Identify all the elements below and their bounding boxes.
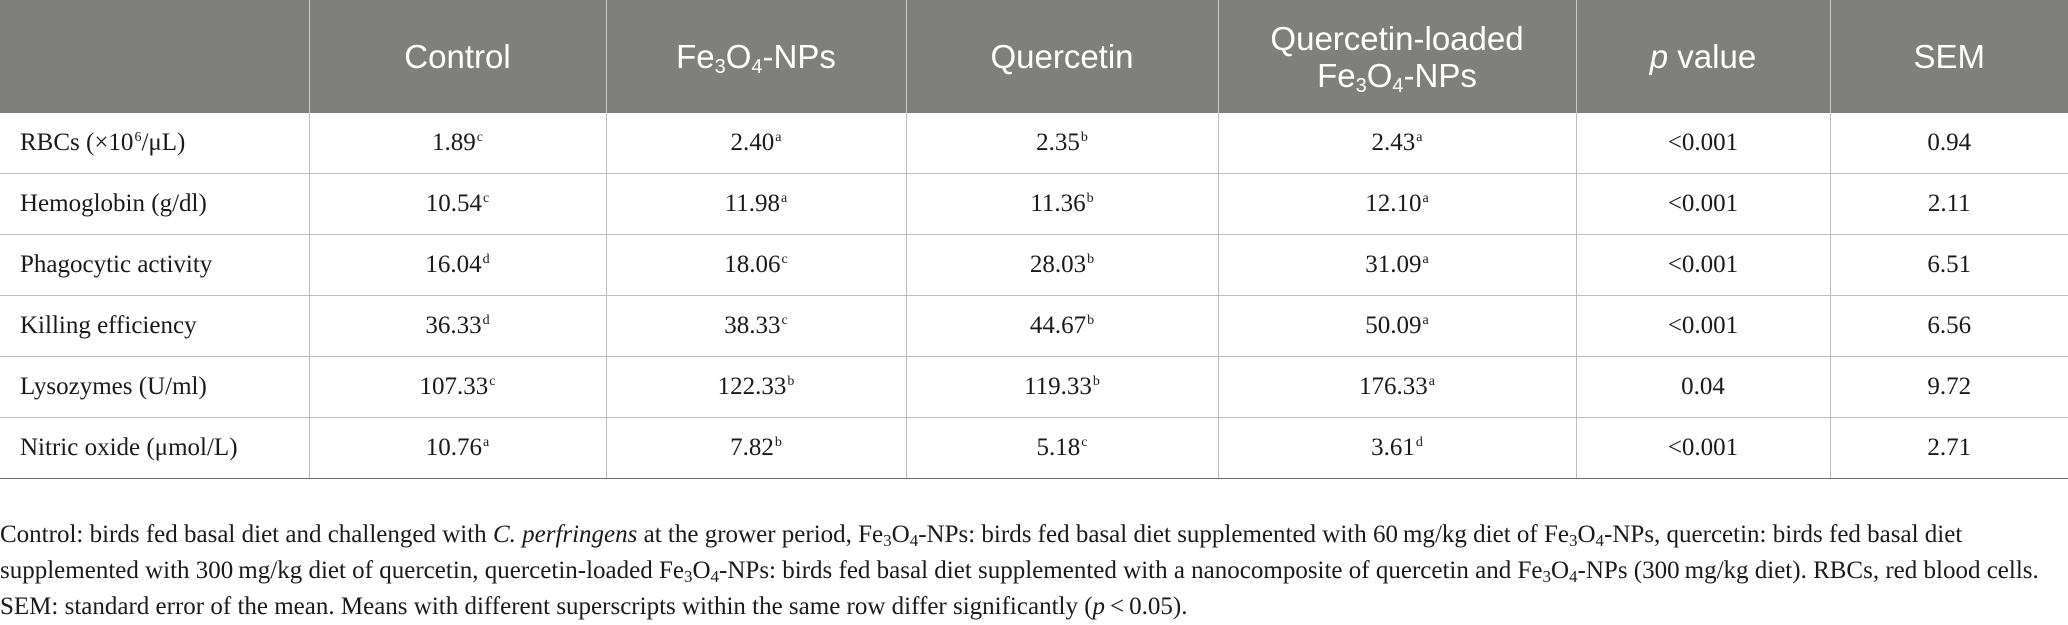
cell-control: 10.54c bbox=[308, 173, 606, 235]
cell-quercetin: 44.67b bbox=[905, 295, 1218, 357]
header-control: Control bbox=[308, 0, 606, 113]
header-quercetin: Quercetin bbox=[905, 0, 1218, 113]
cell-control: 1.89c bbox=[308, 113, 606, 174]
cell-fe3o4-nps: 2.40a bbox=[605, 113, 906, 174]
cell-quercetin-loaded: 2.43a bbox=[1217, 113, 1576, 174]
table-row: Lysozymes (U/ml) 107.33c 122.33b 119.33b… bbox=[0, 356, 2068, 418]
cell-quercetin: 119.33b bbox=[905, 356, 1218, 418]
table-row: RBCs (×106/μL) 1.89c 2.40a 2.35b 2.43a <… bbox=[0, 113, 2068, 174]
row-label: RBCs (×106/μL) bbox=[0, 113, 309, 174]
cell-quercetin-loaded: 50.09a bbox=[1217, 295, 1576, 357]
cell-sem: 6.51 bbox=[1829, 234, 2068, 296]
cell-quercetin-loaded: 31.09a bbox=[1217, 234, 1576, 296]
cell-sem: 0.94 bbox=[1829, 113, 2068, 174]
cell-quercetin: 5.18c bbox=[905, 417, 1218, 479]
cell-fe3o4-nps: 38.33c bbox=[605, 295, 906, 357]
cell-p-value: 0.04 bbox=[1575, 356, 1830, 418]
row-label: Lysozymes (U/ml) bbox=[0, 356, 309, 418]
header-row: Control Fe3O4-NPs Quercetin Quercetin-lo… bbox=[0, 0, 2068, 113]
header-blank bbox=[0, 0, 309, 113]
cell-sem: 2.11 bbox=[1829, 173, 2068, 235]
cell-sem: 2.71 bbox=[1829, 417, 2068, 479]
table-row: Hemoglobin (g/dl) 10.54c 11.98a 11.36b 1… bbox=[0, 173, 2068, 235]
cell-fe3o4-nps: 11.98a bbox=[605, 173, 906, 235]
cell-p-value: <0.001 bbox=[1575, 113, 1830, 174]
header-quercetin-loaded-fe3o4-nps: Quercetin-loaded Fe3O4-NPs bbox=[1217, 0, 1576, 113]
cell-fe3o4-nps: 122.33b bbox=[605, 356, 906, 418]
cell-quercetin-loaded: 3.61d bbox=[1217, 417, 1576, 479]
cell-p-value: <0.001 bbox=[1575, 234, 1830, 296]
table-footnote: Control: birds fed basal diet and challe… bbox=[0, 521, 2039, 620]
table-row: Phagocytic activity 16.04d 18.06c 28.03b… bbox=[0, 234, 2068, 296]
cell-quercetin: 28.03b bbox=[905, 234, 1218, 296]
cell-quercetin-loaded: 12.10a bbox=[1217, 173, 1576, 235]
row-label: Hemoglobin (g/dl) bbox=[0, 173, 309, 235]
cell-control: 36.33d bbox=[308, 295, 606, 357]
table-body: RBCs (×106/μL) 1.89c 2.40a 2.35b 2.43a <… bbox=[0, 113, 2068, 479]
cell-control: 10.76a bbox=[308, 417, 606, 479]
row-label: Killing efficiency bbox=[0, 295, 309, 357]
cell-p-value: <0.001 bbox=[1575, 417, 1830, 479]
cell-fe3o4-nps: 18.06c bbox=[605, 234, 906, 296]
cell-quercetin: 2.35b bbox=[905, 113, 1218, 174]
row-label: Phagocytic activity bbox=[0, 234, 309, 296]
table-row: Killing efficiency 36.33d 38.33c 44.67b … bbox=[0, 295, 2068, 357]
cell-sem: 6.56 bbox=[1829, 295, 2068, 357]
header-fe3o4-nps: Fe3O4-NPs bbox=[605, 0, 906, 113]
header-sem: SEM bbox=[1829, 0, 2068, 113]
cell-quercetin: 11.36b bbox=[905, 173, 1218, 235]
cell-p-value: <0.001 bbox=[1575, 173, 1830, 235]
cell-control: 107.33c bbox=[308, 356, 606, 418]
cell-quercetin-loaded: 176.33a bbox=[1217, 356, 1576, 418]
header-p-value: p value bbox=[1575, 0, 1830, 113]
results-table: Control Fe3O4-NPs Quercetin Quercetin-lo… bbox=[0, 0, 2068, 479]
cell-control: 16.04d bbox=[308, 234, 606, 296]
cell-fe3o4-nps: 7.82b bbox=[605, 417, 906, 479]
cell-p-value: <0.001 bbox=[1575, 295, 1830, 357]
row-label: Nitric oxide (μmol/L) bbox=[0, 417, 309, 479]
table-row: Nitric oxide (μmol/L) 10.76a 7.82b 5.18c… bbox=[0, 417, 2068, 479]
cell-sem: 9.72 bbox=[1829, 356, 2068, 418]
